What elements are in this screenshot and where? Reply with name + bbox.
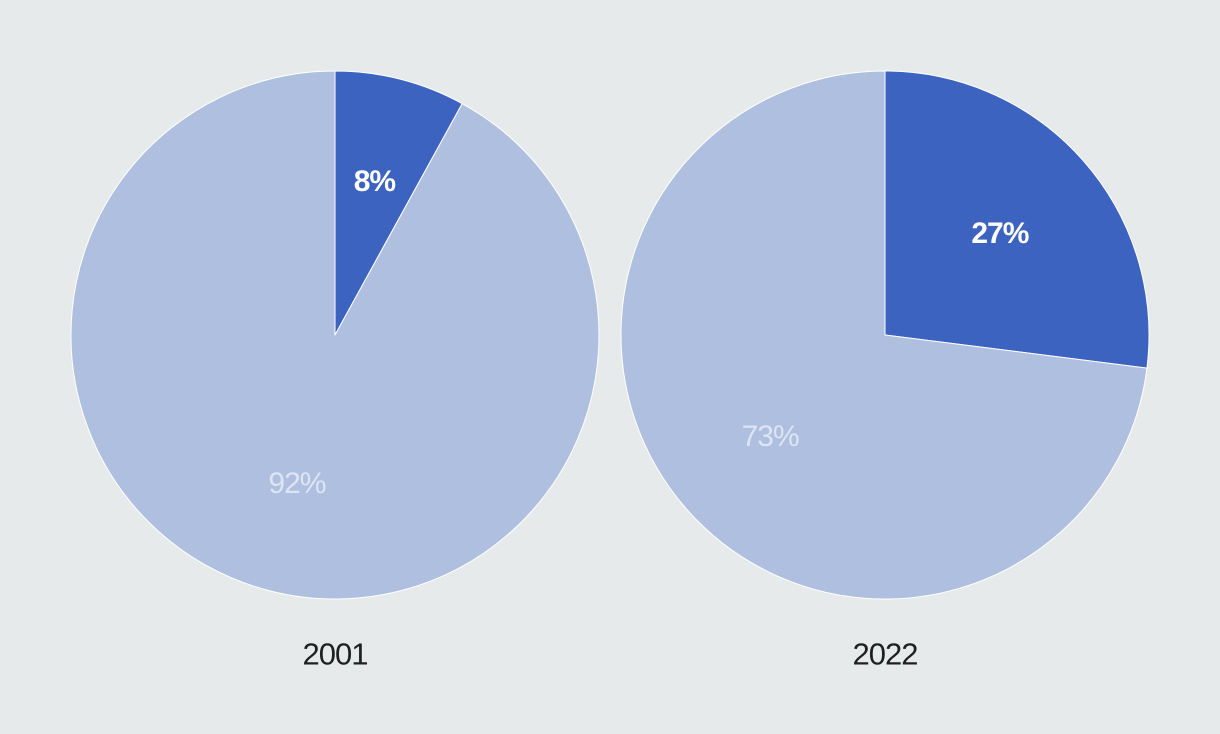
slice-label: 92% — [268, 467, 325, 500]
slice-label: 27% — [971, 217, 1028, 250]
pie-chart-2001: 8% 92% 2001 — [70, 70, 600, 672]
pie-slice — [620, 70, 1148, 600]
pie-year-caption: 2001 — [303, 637, 368, 672]
pie-slice — [884, 70, 1150, 369]
pie-chart-2022: 27% 73% 2022 — [620, 70, 1150, 672]
pie-year-caption: 2022 — [853, 637, 918, 672]
slice-label: 73% — [742, 420, 799, 453]
pie-slice — [70, 70, 600, 600]
slice-label: 8% — [354, 165, 396, 198]
pie-slice — [334, 70, 463, 336]
